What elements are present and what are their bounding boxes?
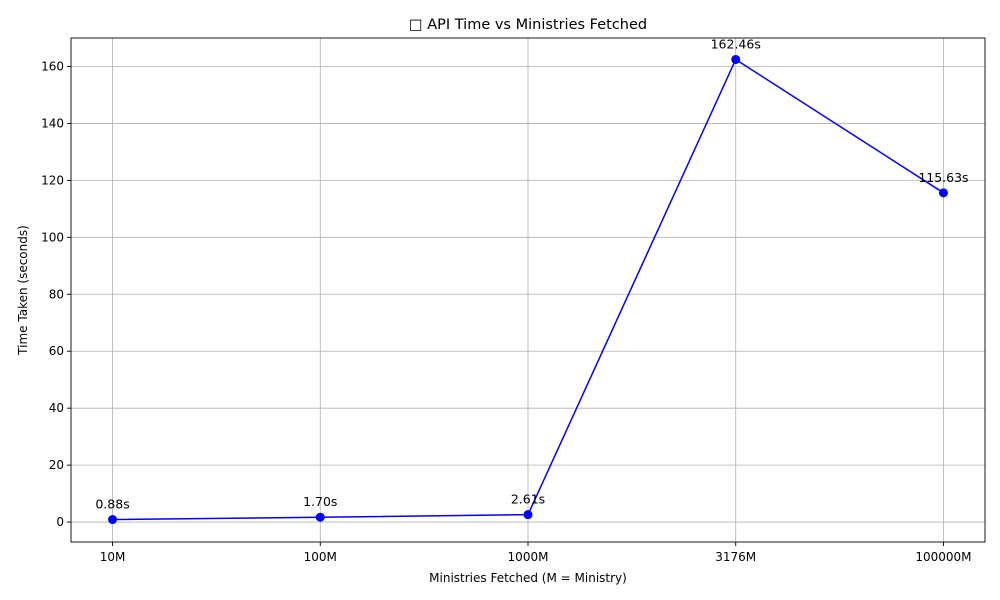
y-axis-label: Time Taken (seconds) — [16, 225, 30, 356]
y-tick-label: 20 — [49, 458, 64, 472]
data-point — [938, 188, 948, 198]
chart-title: □ API Time vs Ministries Fetched — [409, 17, 647, 33]
y-tick-label: 80 — [49, 287, 64, 301]
x-tick-label: 1000M — [508, 550, 549, 564]
data-label: 115.63s — [918, 170, 968, 185]
data-point — [108, 515, 118, 525]
y-tick-label: 100 — [41, 230, 64, 244]
x-tick-label: 10M — [100, 550, 126, 564]
y-tick-label: 0 — [56, 515, 64, 529]
y-tick-label: 140 — [41, 116, 64, 130]
x-tick-label: 100000M — [915, 550, 971, 564]
x-axis-label: Ministries Fetched (M = Ministry) — [429, 571, 627, 585]
y-tick-label: 60 — [49, 344, 64, 358]
data-label: 2.61s — [511, 492, 545, 507]
data-labels: 0.88s 1.70s 2.61s 162.46s 115.63s — [95, 36, 968, 511]
y-tick-label: 160 — [41, 59, 64, 73]
y-tick-label: 120 — [41, 173, 64, 187]
axes: 0 20 40 60 80 100 120 140 160 10M 100M 1000M 3176M 10… — [41, 37, 986, 564]
data-point — [315, 512, 325, 522]
data-point — [523, 510, 533, 520]
series — [108, 54, 948, 525]
data-label: 1.70s — [303, 494, 337, 509]
data-point — [731, 54, 741, 64]
y-tick-label: 40 — [49, 401, 64, 415]
x-tick-label: 3176M — [715, 550, 756, 564]
data-label: 0.88s — [95, 497, 129, 512]
grid — [71, 38, 985, 542]
x-tick-label: 100M — [304, 550, 337, 564]
data-label: 162.46s — [711, 36, 761, 51]
